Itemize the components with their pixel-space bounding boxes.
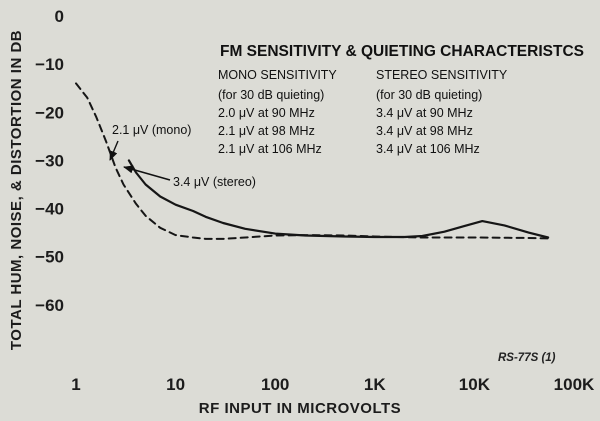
x-tick-label-0: 1 xyxy=(71,375,80,394)
mono-header: MONO SENSITIVITY xyxy=(218,68,337,82)
stereo-header: STEREO SENSITIVITY xyxy=(376,68,508,82)
y-tick-label-4: −40 xyxy=(35,200,64,219)
x-tick-label-4: 10K xyxy=(459,375,491,394)
figure-reference: RS-77S (1) xyxy=(498,352,556,364)
stereo-row-2: 3.4 μV at 98 MHz xyxy=(376,124,473,138)
x-tick-label-1: 10 xyxy=(166,375,185,394)
y-tick-label-1: −10 xyxy=(35,55,64,74)
mono-annotation-leader xyxy=(109,140,119,161)
y-tick-label-6: −60 xyxy=(35,296,64,315)
x-axis-label: RF INPUT IN MICROVOLTS xyxy=(199,400,401,417)
y-tick-label-0: 0 xyxy=(55,7,64,26)
mono-annotation: 2.1 μV (mono) xyxy=(112,123,191,137)
stereo-row-1: 3.4 μV at 90 MHz xyxy=(376,106,473,120)
x-tick-label-5: 100K xyxy=(554,375,595,394)
mono-row-3: 2.1 μV at 106 MHz xyxy=(218,142,322,156)
mono-row-1: 2.0 μV at 90 MHz xyxy=(218,106,315,120)
mono-subheader: (for 30 dB quieting) xyxy=(218,88,324,102)
y-tick-label-2: −20 xyxy=(35,103,64,122)
stereo-curve xyxy=(127,159,550,239)
x-tick-label-3: 1K xyxy=(364,375,386,394)
stereo-annotation-leader xyxy=(123,165,171,181)
y-tick-label-5: −50 xyxy=(35,248,64,267)
stereo-subheader: (for 30 dB quieting) xyxy=(376,88,482,102)
y-tick-label-3: −30 xyxy=(35,151,64,170)
stereo-annotation: 3.4 μV (stereo) xyxy=(173,175,256,189)
mono-row-2: 2.1 μV at 98 MHz xyxy=(218,124,315,138)
chart-title: FM SENSITIVITY & QUIETING CHARACTERISTCS xyxy=(220,43,584,60)
x-tick-label-2: 100 xyxy=(261,375,289,394)
y-axis-label: TOTAL HUM, NOISE, & DISTORTION IN DB xyxy=(8,30,25,350)
stereo-row-3: 3.4 μV at 106 MHz xyxy=(376,142,480,156)
